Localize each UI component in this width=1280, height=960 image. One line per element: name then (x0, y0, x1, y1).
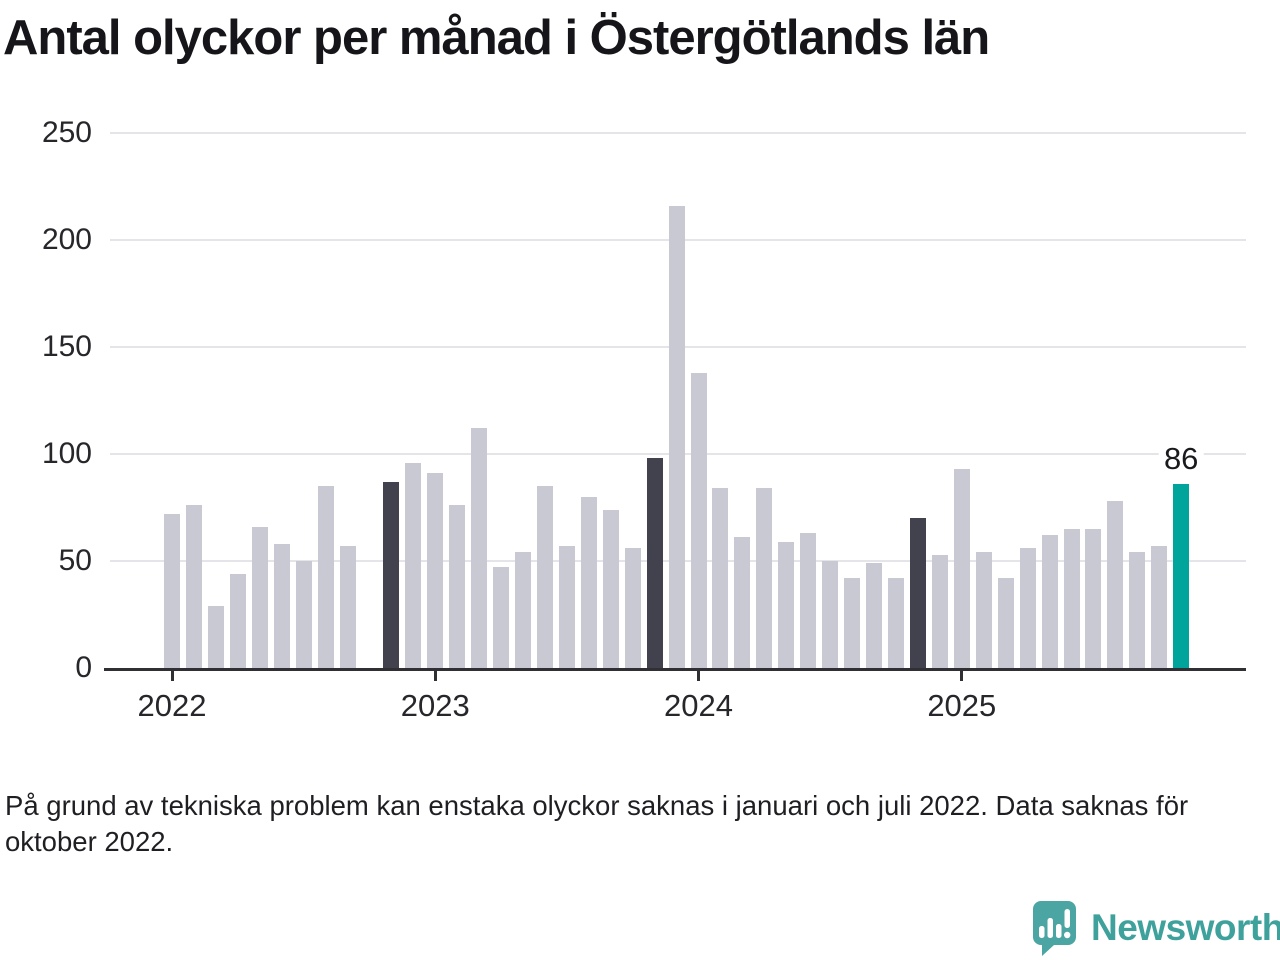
x-axis-tick (433, 668, 437, 681)
bar-2023-01 (427, 473, 443, 668)
bar-2024-01 (691, 373, 707, 668)
bar-2025-10 (1151, 546, 1167, 668)
bar-2023-05 (515, 552, 531, 668)
bar-2025-08 (1107, 501, 1123, 668)
gridline-250 (110, 132, 1246, 134)
brand-name: Newsworthy (1091, 906, 1280, 948)
x-axis-tick (960, 668, 964, 681)
bar-2024-06 (800, 533, 816, 668)
x-axis-tick-label: 2022 (137, 688, 207, 723)
bar-2022-09 (340, 546, 356, 668)
footnote: På grund av tekniska problem kan enstaka… (5, 790, 1189, 858)
bar-2025-06 (1064, 529, 1080, 668)
y-axis-tick-label: 150 (41, 330, 92, 363)
bar-2025-09 (1129, 552, 1145, 668)
bar-value-label: 86 (1158, 441, 1204, 476)
bar-2022-08 (318, 486, 334, 668)
bar-2025-05 (1042, 535, 1058, 668)
bar-2025-01 (954, 469, 970, 668)
bar-2023-04 (493, 567, 509, 668)
bar-2022-02 (186, 505, 202, 668)
bar-2024-10 (888, 578, 904, 668)
bar-2022-12 (405, 463, 421, 668)
bar-2024-03 (734, 537, 750, 668)
bar-2023-12 (669, 206, 685, 668)
bar-2023-10 (625, 548, 641, 668)
bar-2023-06 (537, 486, 553, 668)
bar-2025-07 (1085, 529, 1101, 668)
bar-2024-02 (712, 488, 728, 668)
bar-2022-05 (252, 527, 268, 668)
y-axis-tick-label: 200 (41, 223, 92, 256)
plot-area: 86 (110, 132, 1246, 668)
bar-2024-07 (822, 561, 838, 668)
y-axis-labels: 0 50 100 150 200 250 (30, 116, 92, 684)
x-axis-tick-label: 2023 (400, 688, 470, 723)
bar-2023-03 (471, 428, 487, 668)
x-axis-tick (697, 668, 701, 681)
x-axis: 2022 2023 2024 2025 (110, 668, 1246, 738)
y-axis-tick-label: 250 (41, 116, 92, 149)
bar-2022-01 (164, 514, 180, 668)
bar-2022-11 (383, 482, 399, 668)
bar-2023-02 (449, 505, 465, 668)
brand-logo: Newsworthy (1028, 899, 1280, 956)
bar-2022-06 (274, 544, 290, 668)
bar-2025-03 (998, 578, 1014, 668)
bar-2024-04 (756, 488, 772, 668)
bar-2024-12 (932, 555, 948, 668)
bar-2024-11 (910, 518, 926, 668)
bar-2022-03 (208, 606, 224, 668)
bar-2023-11 (647, 458, 663, 668)
bar-2025-02 (976, 552, 992, 668)
bar-2022-04 (230, 574, 246, 668)
bar-2025-04 (1020, 548, 1036, 668)
x-axis-line (104, 668, 1246, 671)
bar-2023-09 (603, 510, 619, 668)
y-axis-tick-label: 0 (75, 651, 92, 684)
bar-2023-07 (559, 546, 575, 668)
y-axis-tick-label: 100 (41, 437, 92, 470)
bar-2024-09 (866, 563, 882, 668)
x-axis-tick-label: 2024 (664, 688, 734, 723)
bar-2022-07 (296, 561, 312, 668)
bar-2023-08 (581, 497, 597, 668)
bar-2024-05 (778, 542, 794, 668)
x-axis-tick-label: 2025 (927, 688, 997, 723)
bar-2024-08 (844, 578, 860, 668)
x-axis-tick (170, 668, 174, 681)
y-axis-tick-label: 50 (58, 544, 92, 577)
bar-2025-11 (1173, 484, 1189, 668)
newsworthy-icon (1028, 899, 1078, 956)
chart-title: Antal olyckor per månad i Östergötlands … (3, 11, 990, 65)
